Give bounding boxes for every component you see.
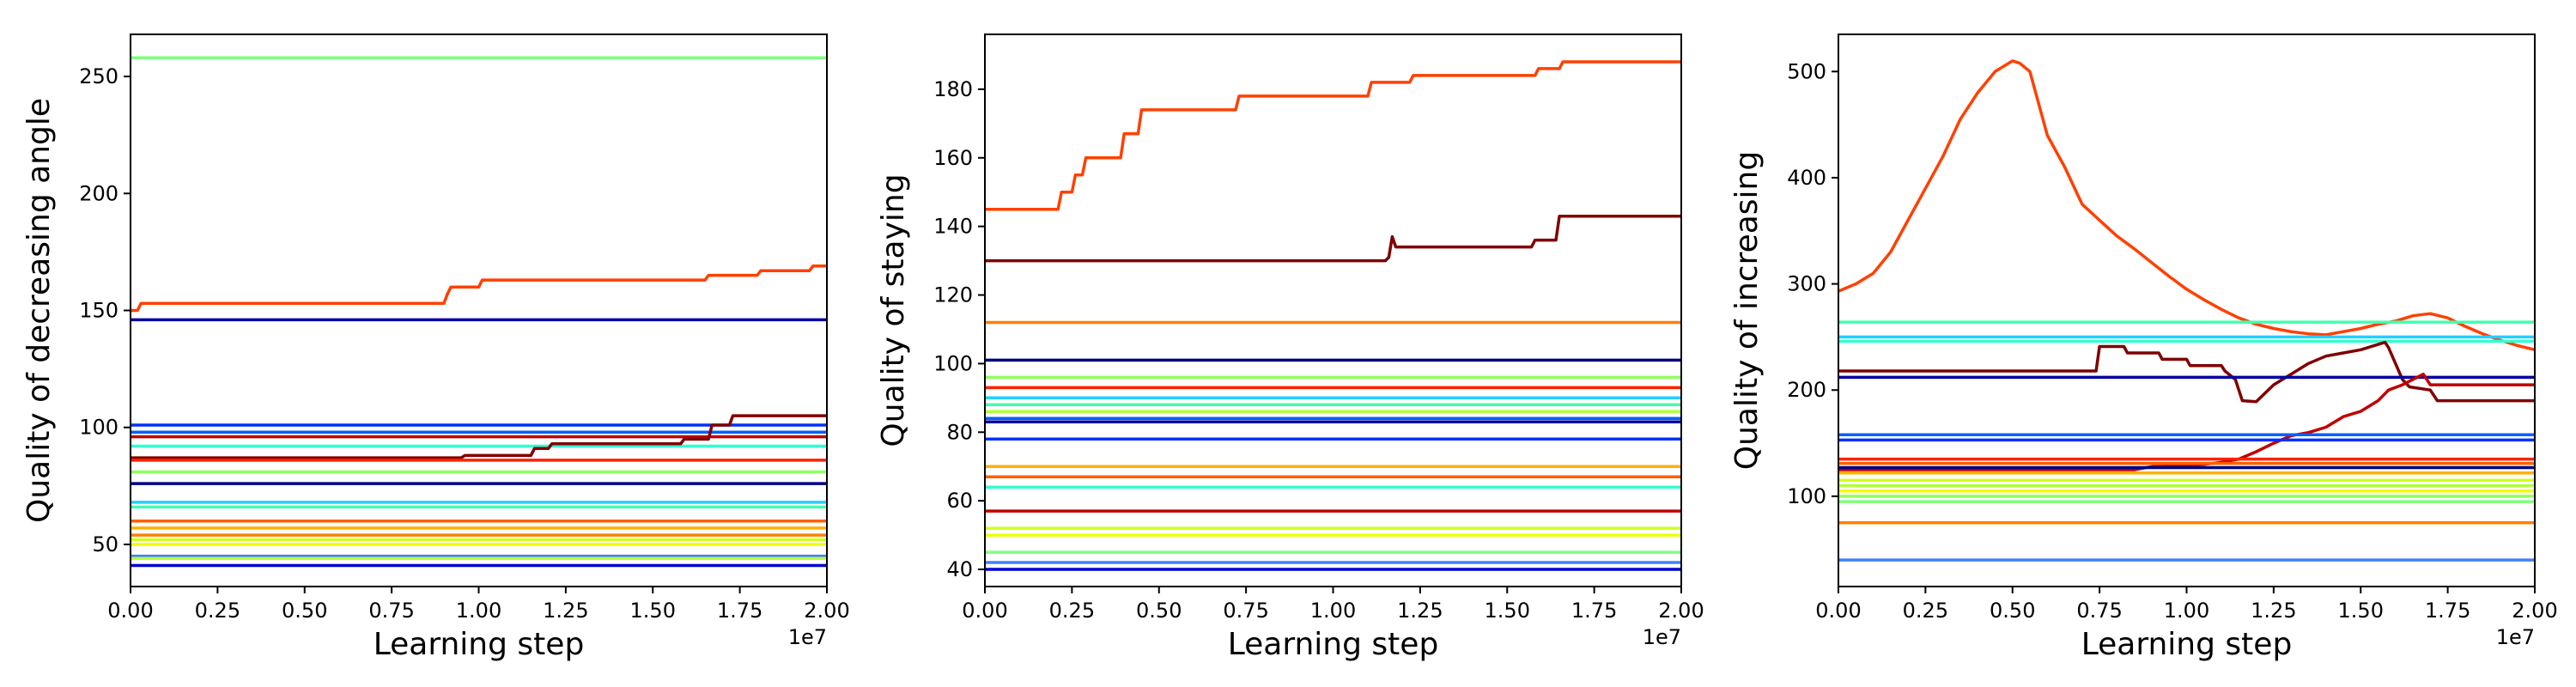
x-tick-label: 0.50 [1990,599,2035,623]
series-line-2 [131,264,827,313]
x-tick-label: 1.00 [2164,599,2209,623]
x-tick-label: 0.75 [368,599,414,623]
y-axis-label: Quality of decreasing angle [21,98,57,523]
x-tick-label: 0.00 [107,599,153,623]
y-tick-label: 250 [79,64,118,88]
x-tick-label: 0.75 [1223,599,1268,623]
series-line-5 [1838,340,2535,404]
y-tick-label: 140 [933,215,973,239]
series-group [131,56,827,568]
y-tick-label: 50 [92,532,118,556]
x-tick-label: 2.00 [1658,599,1704,623]
y-tick-label: 100 [79,416,118,440]
series-line-8 [131,414,827,459]
y-tick-label: 60 [946,489,973,513]
plot-frame [1838,33,2536,587]
y-tick-label: 200 [1787,378,1826,402]
y-tick-label: 150 [79,299,118,323]
y-tick-label: 200 [79,181,118,205]
y-tick-label: 300 [1787,272,1826,296]
chart-panel-3: 0.00 0.25 0.50 0.75 1.00 1.25 1.50 1.75 2.00 100 2… [1729,33,2558,662]
x-tick-label: 1.50 [1485,599,1530,623]
y-tick-label: 180 [933,77,973,101]
y-tick-label: 40 [946,557,973,581]
series-line-1 [985,60,1681,211]
plot-frame [984,33,1682,587]
x-axis-label: Learning step [374,627,585,662]
x-tick-label: 1.50 [2338,599,2384,623]
y-tick-label: 400 [1787,166,1826,190]
x-tick-label: 0.00 [962,599,1007,623]
x-tick-label: 0.00 [1815,599,1861,623]
x-tick-label: 1.50 [630,599,676,623]
y-tick-label: 100 [1787,484,1826,508]
series-group [1838,59,2535,562]
x-axis-label: Learning step [1228,627,1439,662]
x-offset-label: 1e7 [1643,625,1681,649]
y-tick-label: 120 [933,283,973,307]
y-tick-label: 100 [933,351,973,375]
x-tick-label: 1.75 [717,599,762,623]
x-tick-label: 0.25 [1049,599,1095,623]
x-tick-label: 1.75 [1571,599,1617,623]
y-axis-label: Quality of increasing [1729,151,1765,470]
x-tick-label: 1.75 [2425,599,2470,623]
series-line-1 [1838,59,2535,351]
x-tick-label: 0.25 [1903,599,1948,623]
x-tick-label: 1.00 [1310,599,1356,623]
x-offset-label: 1e7 [788,625,827,649]
x-tick-label: 1.25 [543,599,588,623]
y-axis-label: Quality of staying [876,173,911,447]
x-tick-label: 1.00 [456,599,501,623]
chart-panel-2: 0.00 0.25 0.50 0.75 1.00 1.25 1.50 1.75 2.00 40 60… [876,33,1704,662]
x-axis-label: Learning step [2081,627,2293,662]
x-tick-label: 2.00 [2512,599,2557,623]
y-tick-label: 500 [1787,59,1826,83]
series-group [985,60,1681,571]
x-tick-label: 0.50 [1136,599,1182,623]
x-tick-label: 1.25 [1397,599,1443,623]
x-offset-label: 1e7 [2496,625,2535,649]
series-line-7 [1838,372,2535,471]
x-tick-label: 0.75 [2076,599,2122,623]
x-tick-label: 0.50 [282,599,327,623]
y-tick-label: 160 [933,146,973,170]
chart-panel-1: 0.00 0.25 0.50 0.75 1.00 1.25 1.50 1.75 2.00 50 10… [21,33,850,662]
x-tick-label: 0.25 [195,599,240,623]
y-tick-label: 80 [946,420,973,444]
x-tick-label: 1.25 [2251,599,2296,623]
x-tick-label: 2.00 [804,599,849,623]
series-line-2 [985,214,1681,263]
